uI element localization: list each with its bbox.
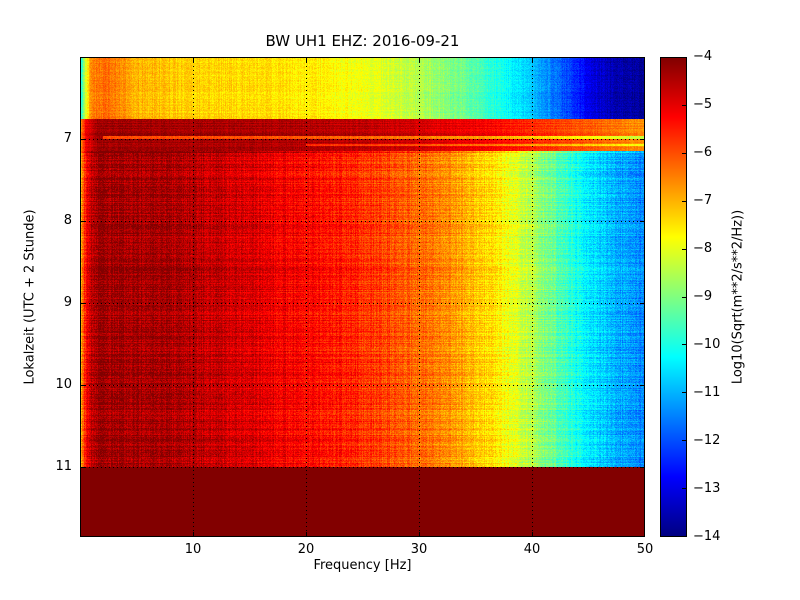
colorbar	[660, 57, 687, 537]
colorbar-tick-label: −13	[693, 481, 721, 496]
colorbar-tick-label: −12	[693, 433, 721, 448]
colorbar-tick-label: −10	[693, 337, 721, 352]
colorbar-tick-label: −11	[693, 385, 721, 400]
x-axis-label: Frequency [Hz]	[313, 558, 412, 573]
y-tick-label: 7	[63, 131, 72, 147]
colorbar-tick-label: −8	[693, 241, 713, 256]
colorbar-label: Log10(Sqrt(m**2/s**2/Hz))	[730, 209, 746, 385]
x-tick-label: 10	[184, 542, 202, 557]
colorbar-tick-label: −7	[693, 193, 713, 208]
colorbar-tick-label: −6	[693, 145, 713, 160]
y-tick-label: 8	[63, 213, 72, 229]
x-tick-label: 20	[297, 542, 315, 557]
x-tick-label: 30	[410, 542, 428, 557]
x-tick-label: 40	[523, 542, 541, 557]
y-tick-label: 9	[63, 295, 72, 311]
colorbar-tick-label: −5	[693, 97, 713, 112]
y-tick-label: 11	[55, 459, 72, 475]
colorbar-tick-label: −14	[693, 529, 721, 544]
y-tick-label: 10	[55, 377, 72, 393]
colorbar-tick-label: −4	[693, 49, 713, 64]
colorbar-tick-label: −9	[693, 289, 713, 304]
x-tick-label: 50	[636, 542, 654, 557]
chart-title: BW UH1 EHZ: 2016-09-21	[265, 32, 460, 50]
spectrogram-heatmap	[80, 57, 645, 537]
